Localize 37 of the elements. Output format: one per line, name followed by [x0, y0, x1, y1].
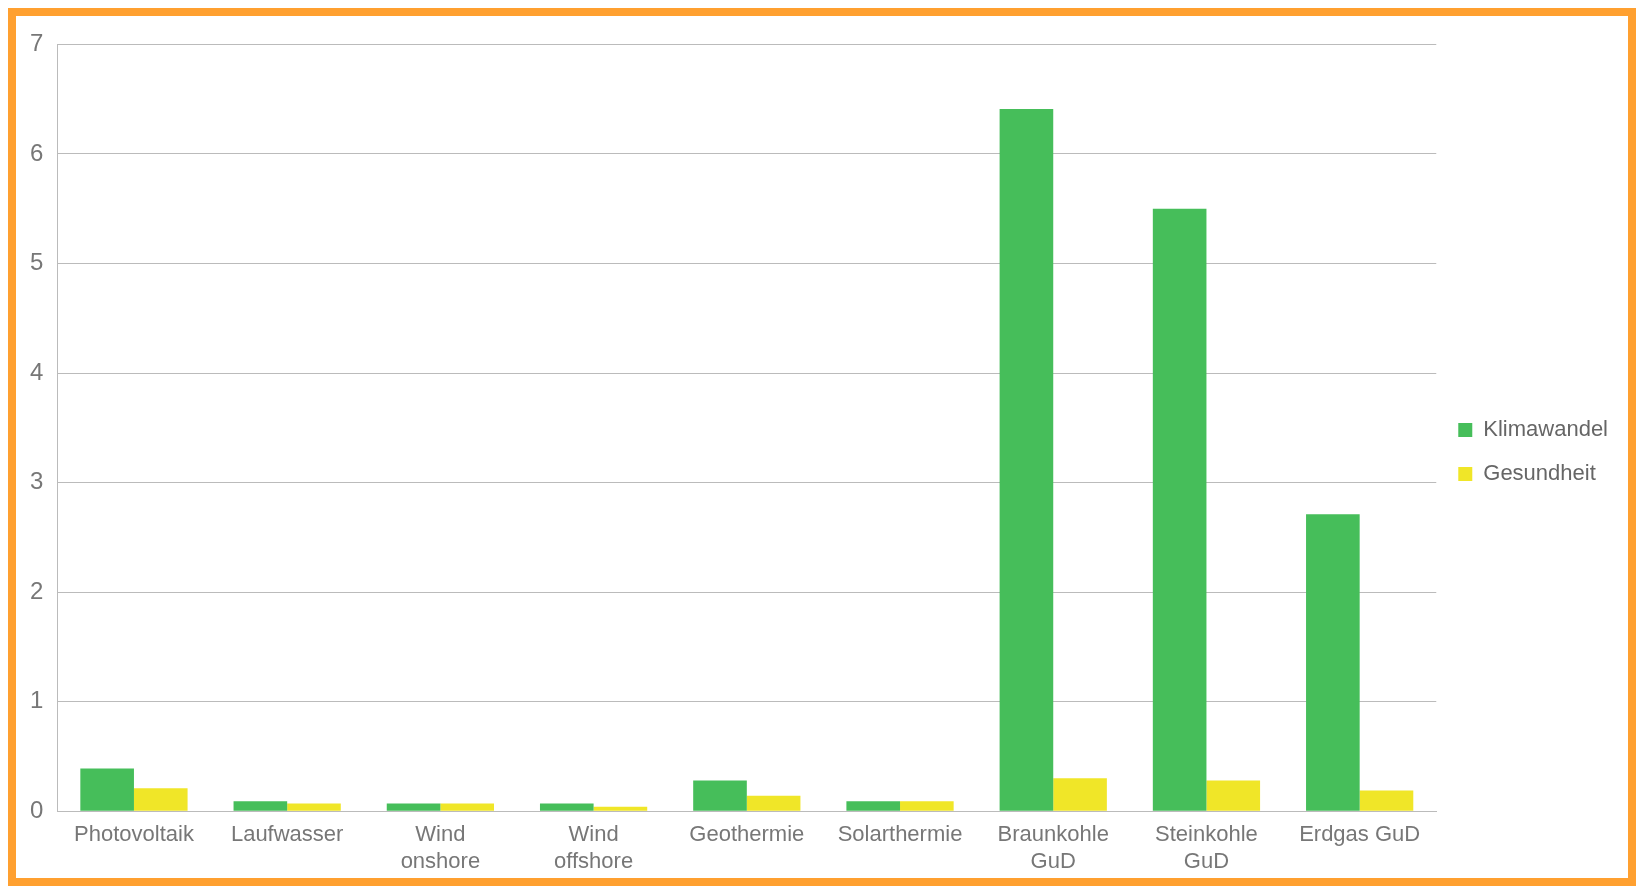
y-tick-label: 1 [29, 686, 44, 714]
legend-label: Klimawandel [1483, 416, 1609, 442]
bar [593, 806, 648, 811]
x-tick-label: Steinkohle GuD [1155, 821, 1258, 873]
bar [386, 803, 441, 811]
legend-label: Gesundheit [1483, 460, 1596, 486]
bar [1152, 208, 1207, 811]
bar [233, 801, 288, 811]
y-tick-label: 0 [29, 795, 44, 823]
bar [80, 768, 134, 811]
bar [1206, 780, 1261, 811]
y-tick-label: 3 [29, 467, 44, 495]
bar [999, 109, 1054, 811]
bar [440, 803, 495, 811]
x-tick-label: Laufwasser [230, 821, 344, 847]
bar [1306, 514, 1360, 811]
y-tick-label: 4 [29, 357, 44, 385]
x-tick-label: Solarthermie [837, 821, 963, 847]
bar [693, 780, 747, 811]
x-tick-label: Wind onshore [400, 821, 481, 873]
bar [900, 801, 954, 811]
x-tick-label: Erdgas GuD [1299, 821, 1421, 847]
bar [539, 803, 594, 811]
x-tick-label: Braunkohle GuD [997, 821, 1109, 873]
bar [1359, 790, 1414, 811]
x-tick-label: Geothermie [689, 821, 805, 847]
x-tick-label: Photovoltaik [74, 821, 195, 847]
y-tick-label: 5 [29, 248, 44, 276]
y-tick-label: 7 [29, 29, 44, 57]
bar [133, 788, 188, 811]
y-tick-label: 2 [29, 576, 44, 604]
x-tick-label: Wind offshore [554, 821, 634, 873]
bar [1053, 778, 1107, 811]
bar [746, 795, 801, 811]
bar [287, 803, 341, 811]
y-tick-label: 6 [29, 138, 44, 166]
bar [846, 801, 901, 811]
